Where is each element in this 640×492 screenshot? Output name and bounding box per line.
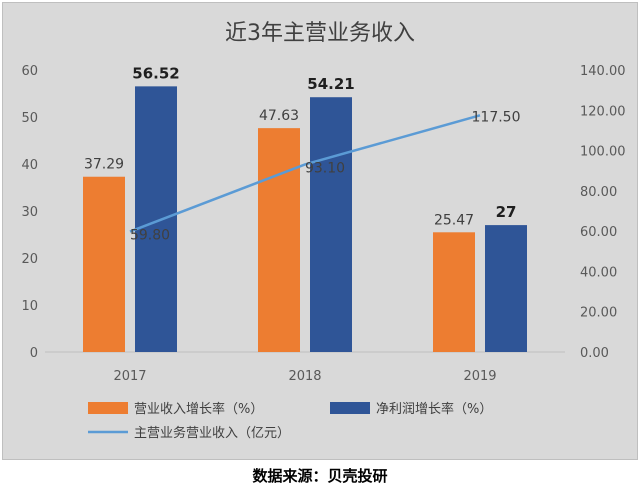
y-right-tick-label: 120.00 <box>580 104 626 119</box>
bar-revenue-growth <box>258 128 300 352</box>
bar-profit-growth <box>310 97 352 352</box>
legend-swatch <box>88 402 128 414</box>
bar-revenue-growth <box>83 176 125 352</box>
y-left-tick-label: 0 <box>30 346 38 361</box>
chart-title: 近3年主营业务收入 <box>225 21 415 46</box>
legend-swatch <box>330 402 370 414</box>
y-right-tick-label: 40.00 <box>580 265 617 280</box>
line-data-label: 93.10 <box>305 160 345 176</box>
x-tick-label: 2018 <box>288 369 321 384</box>
bar-data-label: 56.52 <box>132 64 179 82</box>
y-right-tick-label: 60.00 <box>580 225 617 240</box>
y-left-tick-label: 60 <box>21 64 38 79</box>
line-data-label: 117.50 <box>472 109 521 125</box>
legend-label: 营业收入增长率（%） <box>134 401 263 417</box>
y-left-tick-label: 30 <box>21 205 38 220</box>
source-caption: 数据来源：贝壳投研 <box>252 467 388 485</box>
x-tick-label: 2017 <box>113 369 146 384</box>
y-right-tick-label: 20.00 <box>580 306 617 321</box>
y-right-tick-label: 100.00 <box>580 145 626 160</box>
bar-data-label: 47.63 <box>259 108 299 124</box>
y-left-tick-label: 50 <box>21 111 38 126</box>
y-left-tick-label: 10 <box>21 299 38 314</box>
y-right-tick-label: 0.00 <box>580 346 609 361</box>
y-right-tick-label: 140.00 <box>580 64 626 79</box>
y-left-tick-label: 40 <box>21 158 38 173</box>
x-tick-label: 2019 <box>463 369 496 384</box>
bar-revenue-growth <box>433 232 475 352</box>
legend-label: 净利润增长率（%） <box>376 401 492 417</box>
bar-profit-growth <box>135 86 177 352</box>
line-data-label: 59.80 <box>130 228 170 244</box>
y-left-tick-label: 20 <box>21 252 38 267</box>
legend-label: 主营业务营业收入（亿元） <box>134 425 290 441</box>
bar-profit-growth <box>485 225 527 352</box>
combo-chart: 近3年主营业务收入 0 10 20 30 40 50 60 0.00 20.00 40.00 60.0… <box>21 21 626 441</box>
y-right-tick-label: 80.00 <box>580 185 617 200</box>
bar-data-label: 37.29 <box>84 157 124 173</box>
bar-data-label: 25.47 <box>434 212 474 228</box>
bar-data-label: 27 <box>496 203 517 221</box>
bar-data-label: 54.21 <box>307 75 354 93</box>
